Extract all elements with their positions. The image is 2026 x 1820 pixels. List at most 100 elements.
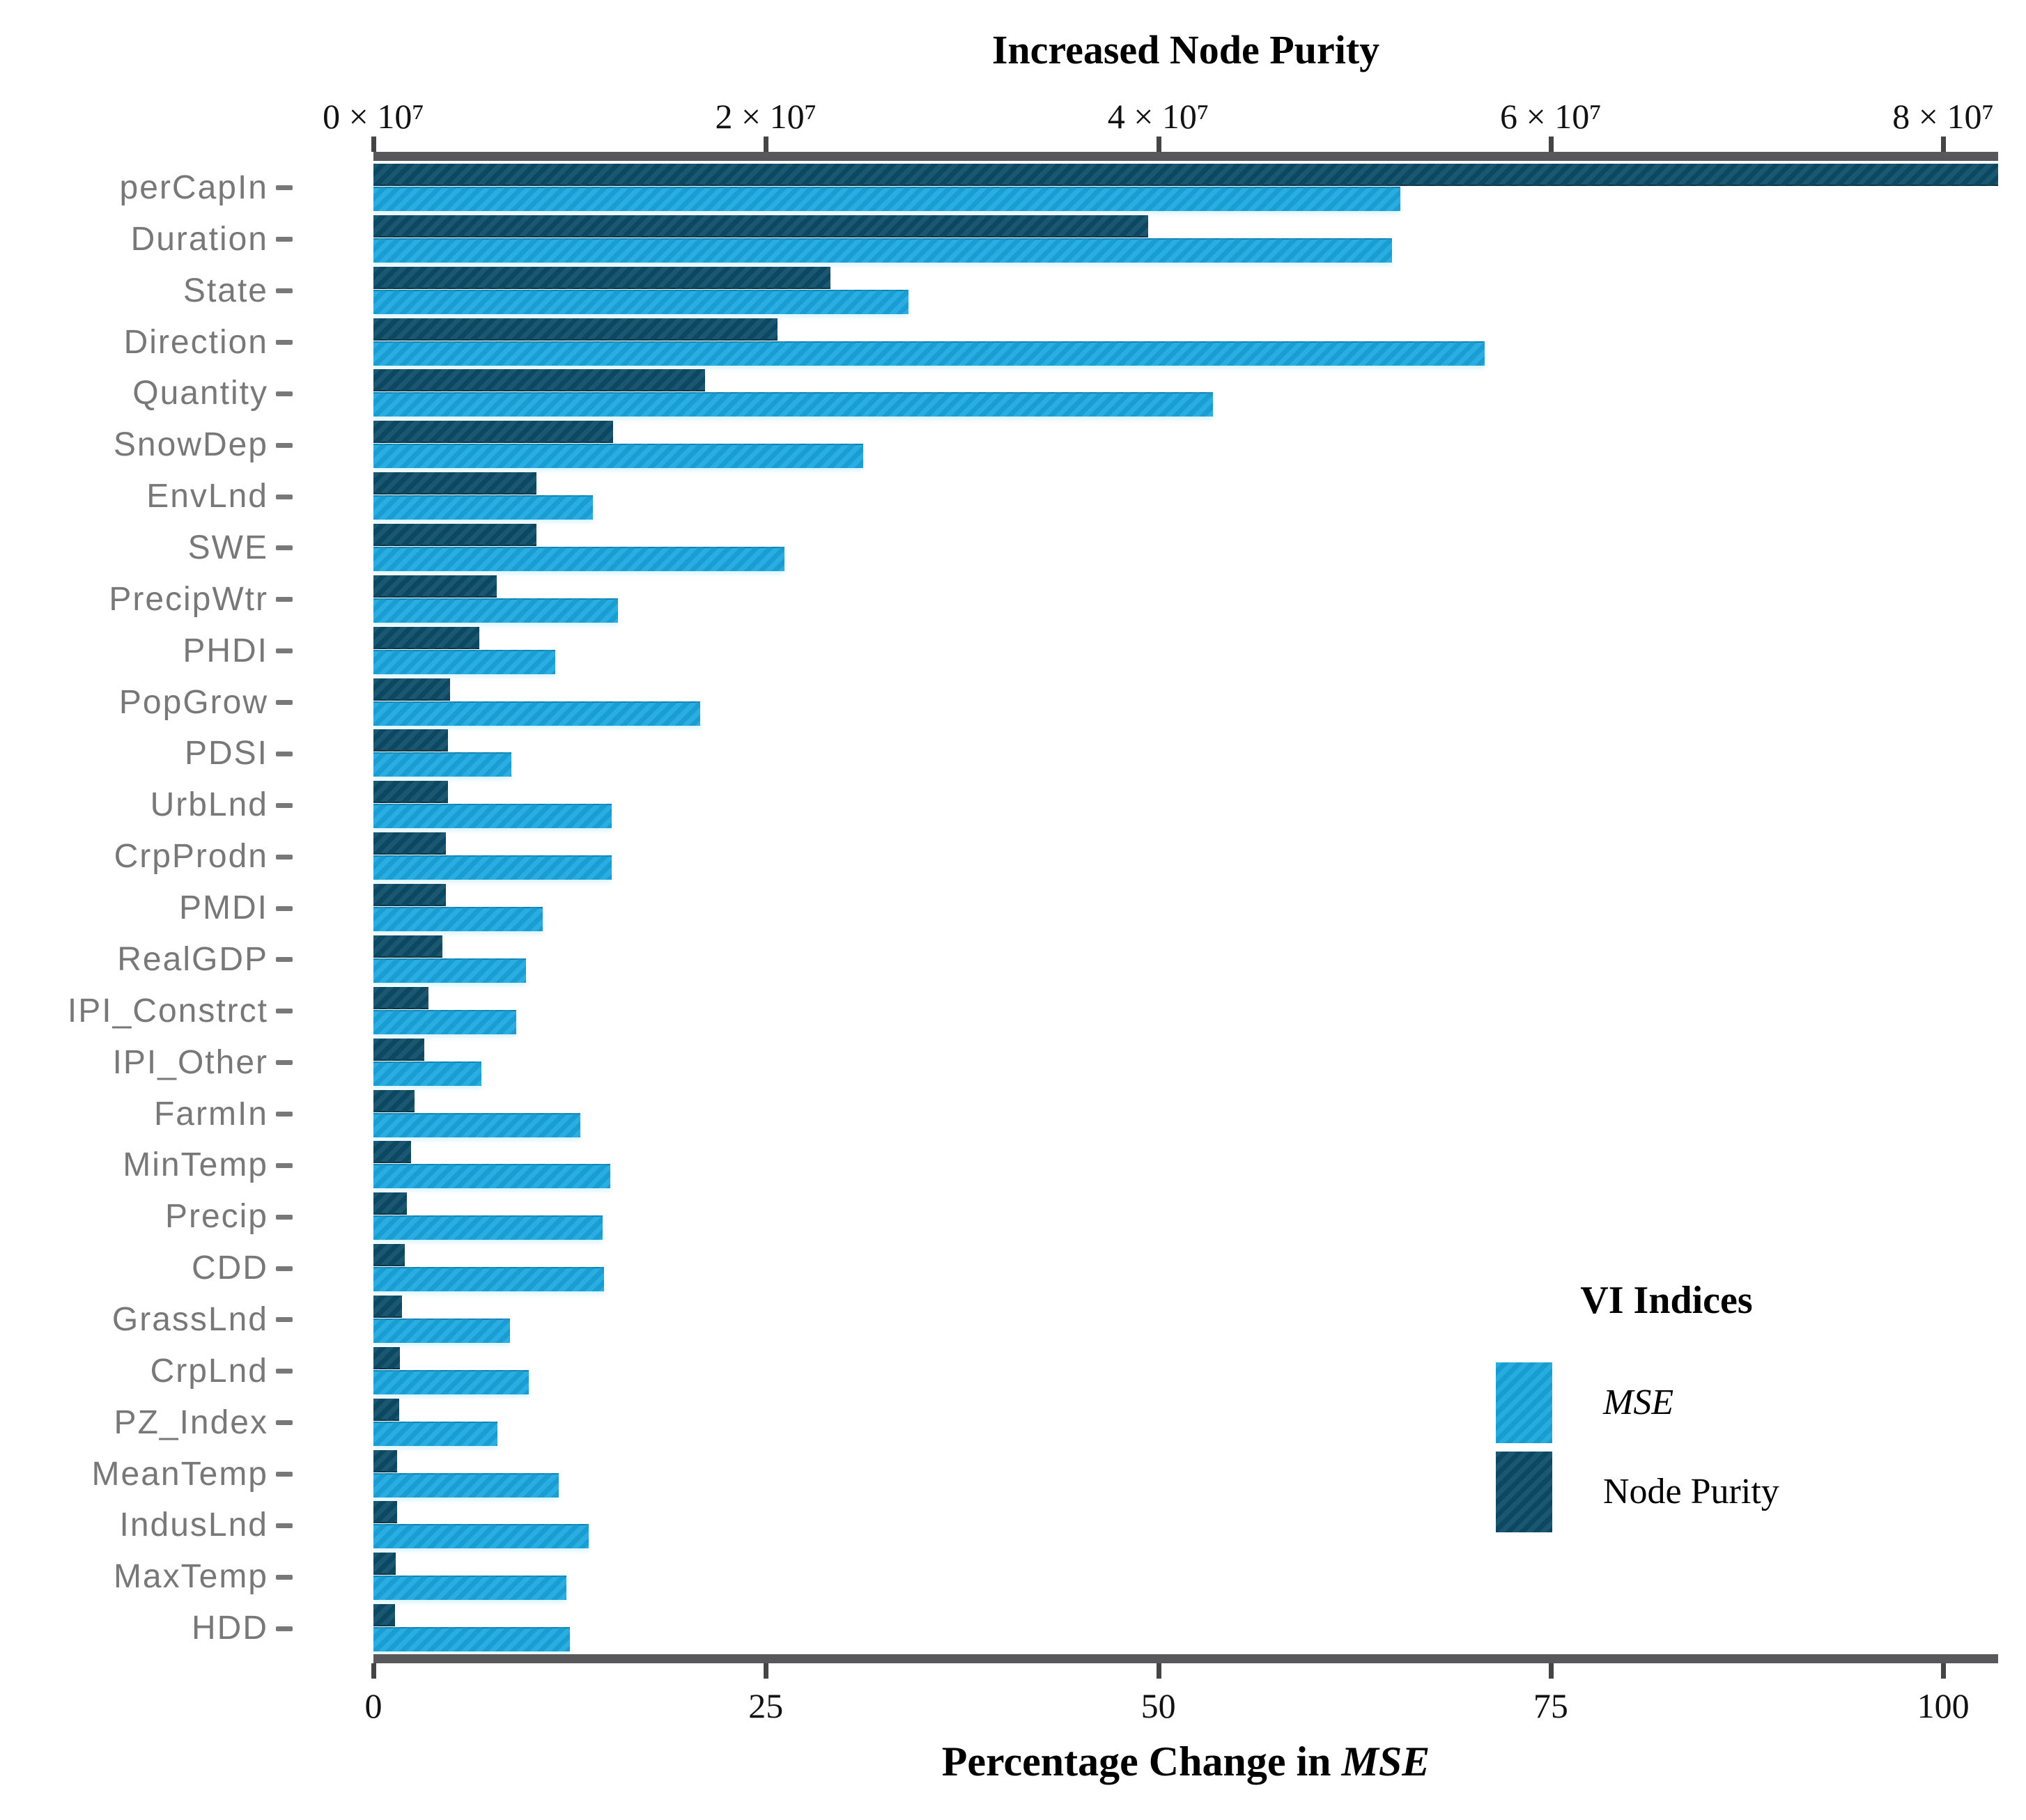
bottom-axis-tick-label: 50 (1140, 1686, 1176, 1725)
bottom-axis-tick (1156, 1663, 1161, 1679)
node-purity-bar (373, 986, 428, 1009)
node-purity-bar (373, 1192, 407, 1215)
node-purity-bar (373, 935, 442, 958)
node-purity-bar (373, 729, 449, 752)
bottom-axis-tick (764, 1663, 769, 1679)
category-label: PMDI (179, 889, 268, 927)
category-label: Precip (164, 1198, 268, 1236)
node-purity-bar (373, 781, 449, 804)
category-tick (276, 700, 293, 706)
category-label: EnvLnd (146, 478, 268, 515)
category-tick (276, 1574, 293, 1580)
node-purity-bar (373, 832, 447, 855)
category-label: Direction (123, 323, 268, 361)
category-label: PZ_Index (114, 1403, 268, 1441)
bottom-axis-title-italic: MSE (1341, 1739, 1430, 1784)
category-label: PHDI (183, 632, 268, 669)
top-axis-line (373, 152, 1998, 161)
mse-bar (373, 907, 543, 932)
category-label: perCapIn (119, 169, 268, 206)
mse-bar (373, 958, 526, 983)
bottom-axis-title: Percentage Change in MSE (373, 1738, 1998, 1786)
legend-label: Node Purity (1603, 1472, 1779, 1511)
node-purity-bar (373, 215, 1149, 238)
mse-bar (373, 444, 863, 469)
mse-bar (373, 1061, 482, 1086)
node-purity-bar (373, 266, 831, 289)
top-axis-tick-label: 6 × 10⁷ (1500, 97, 1602, 136)
category-tick (276, 185, 293, 191)
mse-bar (373, 238, 1393, 263)
category-label: RealGDP (117, 940, 268, 978)
mse-bar (373, 1576, 567, 1601)
category-label: MeanTemp (91, 1455, 268, 1493)
category-tick (276, 854, 293, 860)
mse-bar (373, 547, 785, 572)
category-label: CrpProdn (114, 838, 268, 876)
mse-bar (373, 1215, 603, 1240)
mse-bar (373, 1472, 559, 1498)
category-label: HDD (192, 1610, 268, 1647)
category-tick (276, 237, 293, 242)
node-purity-bar (373, 626, 480, 649)
node-purity-bar (373, 421, 613, 444)
top-axis-tick (1156, 137, 1161, 152)
mse-bar (373, 1369, 529, 1394)
category-tick (276, 1369, 293, 1374)
category-tick (276, 802, 293, 808)
node-purity-bar (373, 1141, 411, 1164)
node-purity-bar (373, 472, 536, 495)
category-tick (276, 1162, 293, 1168)
mse-bar (373, 1009, 517, 1034)
category-tick (276, 391, 293, 396)
legend-swatch-node-purity (1496, 1452, 1552, 1532)
category-tick (276, 1111, 293, 1117)
category-label: PDSI (184, 735, 268, 772)
category-tick (276, 1009, 293, 1014)
legend-title: VI Indices (1580, 1279, 1753, 1322)
category-tick (276, 648, 293, 654)
node-purity-bar (373, 1244, 405, 1267)
category-tick (276, 1060, 293, 1066)
mse-bar (373, 341, 1485, 366)
node-purity-bar (373, 678, 450, 701)
legend-label: MSE (1603, 1383, 1674, 1422)
mse-bar (373, 855, 612, 880)
node-purity-bar (373, 1501, 397, 1524)
mse-bar (373, 187, 1400, 211)
category-tick (276, 494, 293, 499)
top-axis-tick-label: 0 × 10⁷ (323, 97, 424, 136)
category-tick (276, 1626, 293, 1631)
top-axis-tick-label: 2 × 10⁷ (715, 97, 817, 136)
category-tick (276, 340, 293, 345)
mse-bar (373, 649, 556, 674)
category-tick (276, 442, 293, 448)
category-label: Duration (130, 220, 268, 258)
node-purity-bar (373, 1346, 401, 1369)
mse-bar (373, 1524, 589, 1549)
category-label: Quantity (132, 375, 268, 412)
category-tick (276, 288, 293, 294)
bottom-axis-tick-label: 0 (364, 1686, 382, 1725)
category-tick (276, 1471, 293, 1477)
category-label: PrecipWtr (109, 580, 268, 618)
legend-swatch-mse (1496, 1362, 1552, 1443)
top-axis-tick (1548, 137, 1554, 152)
category-tick (276, 545, 293, 551)
node-purity-bar (373, 1398, 399, 1421)
node-purity-bar (373, 575, 497, 598)
mse-bar (373, 1112, 581, 1137)
category-tick (276, 1523, 293, 1528)
category-tick (276, 1317, 293, 1323)
mse-bar (373, 1421, 497, 1446)
category-label: PopGrow (118, 683, 268, 721)
top-axis-tick-label: 4 × 10⁷ (1107, 97, 1209, 136)
node-purity-bar (373, 524, 536, 547)
category-tick (276, 597, 293, 602)
mse-bar (373, 495, 594, 520)
category-label: MaxTemp (113, 1558, 268, 1596)
legend-item: Node Purity (1496, 1452, 1858, 1532)
category-label: FarmIn (153, 1095, 268, 1133)
category-label: IPI_Constrct (67, 992, 268, 1029)
bottom-axis-tick (1548, 1663, 1554, 1679)
